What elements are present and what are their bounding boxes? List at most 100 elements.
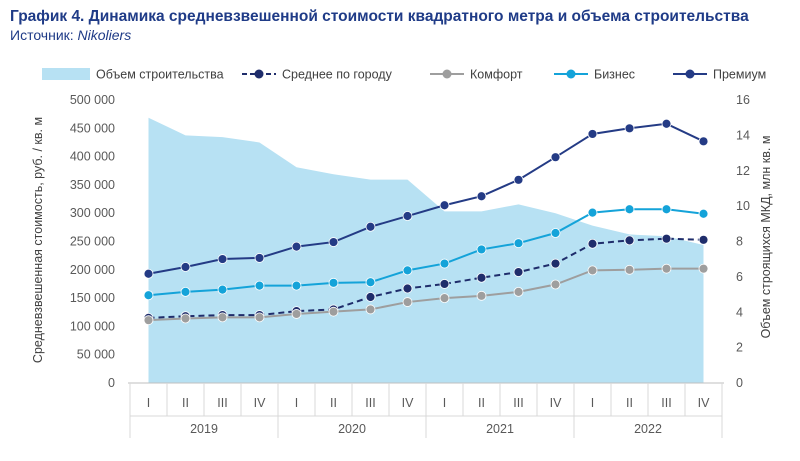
x-tick-label: IV (698, 396, 710, 410)
x-tick-label: I (147, 396, 150, 410)
data-point (217, 284, 228, 295)
x-tick-label: IV (550, 396, 562, 410)
y-tick-label: 450 000 (70, 121, 115, 135)
data-point (328, 277, 339, 288)
data-point (513, 174, 524, 185)
data-point (587, 129, 598, 139)
x-tick-label: III (513, 396, 523, 410)
data-point (439, 279, 450, 289)
data-point (624, 204, 635, 215)
x-tick-label: III (217, 396, 227, 410)
series-line (148, 237, 704, 319)
legend-marker (254, 69, 264, 79)
data-point (143, 315, 154, 326)
data-point (513, 286, 524, 297)
data-point (550, 228, 561, 238)
y2-tick-label: 4 (736, 305, 743, 319)
data-point (661, 233, 672, 244)
x-tick-label: IV (254, 396, 266, 410)
data-point (328, 237, 339, 247)
data-point (328, 306, 339, 317)
x-tick-label: II (626, 396, 633, 410)
y-tick-label: 0 (108, 376, 115, 390)
y2-tick-label: 16 (736, 93, 750, 107)
data-point (402, 211, 413, 221)
legend-marker (442, 69, 452, 79)
data-point (402, 297, 413, 307)
data-point (291, 309, 302, 319)
y-tick-label: 100 000 (70, 319, 115, 333)
chart-title: График 4. Динамика средневзвешенной стои… (10, 8, 749, 25)
data-point (180, 286, 191, 297)
data-point (587, 265, 598, 276)
data-point (698, 234, 709, 245)
data-point (365, 277, 376, 288)
data-point (550, 258, 561, 269)
data-point (550, 279, 561, 290)
y2-axis-title: Объем строящихся МКД, млн кв. м (759, 136, 773, 339)
legend-marker (685, 69, 695, 79)
x-tick-label: III (365, 396, 375, 410)
data-point (365, 292, 376, 302)
data-point (365, 221, 376, 232)
data-point (180, 313, 191, 324)
legend-label: Премиум (713, 68, 766, 82)
data-point (624, 123, 635, 134)
data-point (143, 290, 154, 301)
data-point (180, 262, 191, 272)
source-label: Источник: (10, 27, 78, 43)
data-point (439, 293, 450, 304)
data-point (698, 208, 709, 219)
series-group (143, 204, 709, 301)
data-point (402, 283, 413, 294)
x-tick-label: II (330, 396, 337, 410)
x-tick-label: III (661, 396, 671, 410)
data-point (439, 258, 450, 269)
construction-volume-area (148, 117, 704, 383)
legend-label: Бизнес (594, 68, 635, 82)
legend-swatch (42, 68, 90, 80)
chart-source: Источник: Nikoliers (10, 27, 131, 43)
data-point (254, 253, 265, 263)
x-year-label: 2022 (634, 422, 662, 436)
x-tick-label: I (295, 396, 298, 410)
legend-item: Комфорт (430, 68, 523, 82)
y2-tick-label: 0 (736, 376, 743, 390)
y2-tick-label: 14 (736, 128, 750, 142)
legend-item: Объем строительства (42, 68, 224, 82)
series-line (148, 267, 704, 322)
data-point (476, 290, 487, 301)
data-point (587, 238, 598, 249)
legend-label: Объем строительства (96, 68, 224, 82)
data-point (217, 312, 228, 323)
legend-item: Среднее по городу (242, 68, 393, 82)
legend-item: Премиум (673, 68, 766, 82)
data-point (254, 312, 265, 323)
y2-tick-label: 8 (736, 235, 743, 249)
data-point (402, 265, 413, 276)
legend-item: Бизнес (554, 68, 635, 82)
series-line (148, 122, 704, 275)
data-point (587, 207, 598, 218)
y2-tick-label: 12 (736, 164, 750, 178)
y-tick-label: 200 000 (70, 263, 115, 277)
data-point (661, 118, 672, 129)
data-point (661, 263, 672, 274)
data-point (254, 280, 265, 291)
legend: Объем строительства Среднее по городу Комф… (42, 68, 766, 82)
x-tick-label: II (182, 396, 189, 410)
data-point (624, 235, 635, 246)
data-point (291, 241, 302, 252)
legend-label: Комфорт (470, 68, 523, 82)
y2-tick-label: 6 (736, 270, 743, 284)
series-lines (143, 118, 709, 326)
data-point (550, 152, 561, 163)
data-point (698, 263, 709, 274)
legend-marker (566, 69, 576, 79)
x-tick-label: II (478, 396, 485, 410)
area-construction-volume (148, 117, 704, 383)
x-tick-label: I (443, 396, 446, 410)
data-point (513, 238, 524, 249)
y2-tick-label: 2 (736, 341, 743, 355)
